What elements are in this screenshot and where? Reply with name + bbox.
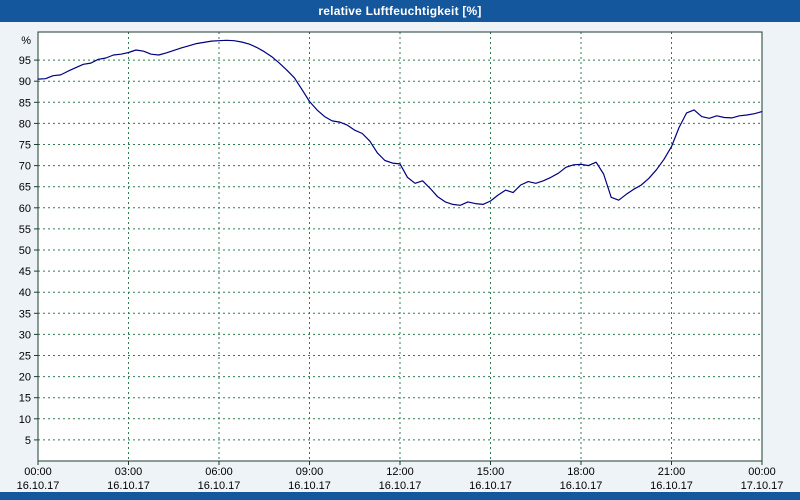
svg-text:18:00: 18:00 [567,466,595,478]
svg-text:16.10.17: 16.10.17 [379,480,422,492]
svg-text:50: 50 [19,245,31,257]
svg-text:40: 40 [19,287,31,299]
svg-text:60: 60 [19,203,31,215]
svg-text:10: 10 [19,414,31,426]
footer-bar [0,492,800,500]
svg-text:20: 20 [19,372,31,384]
svg-text:03:00: 03:00 [115,466,143,478]
svg-text:06:00: 06:00 [205,466,233,478]
svg-text:15:00: 15:00 [477,466,505,478]
title-bar: relative Luftfeuchtigkeit [%] [0,0,800,22]
svg-text:90: 90 [19,76,31,88]
svg-text:21:00: 21:00 [658,466,686,478]
svg-text:80: 80 [19,118,31,130]
svg-text:16.10.17: 16.10.17 [560,480,603,492]
svg-text:00:00: 00:00 [748,466,776,478]
svg-text:85: 85 [19,97,31,109]
svg-text:75: 75 [19,140,31,152]
svg-text:17.10.17: 17.10.17 [741,480,784,492]
svg-text:16.10.17: 16.10.17 [17,480,60,492]
svg-text:55: 55 [19,224,31,236]
humidity-chart: 5 10 15 20 25 30 35 40 45 50 55 60 65 70 75 80 85 90 95% 00… [17,31,784,492]
svg-text:65: 65 [19,182,31,194]
svg-text:12:00: 12:00 [386,466,414,478]
svg-text:95: 95 [19,55,31,67]
svg-text:16.10.17: 16.10.17 [650,480,693,492]
svg-text:70: 70 [19,161,31,173]
svg-text:45: 45 [19,266,31,278]
chart-title: relative Luftfeuchtigkeit [%] [318,4,482,18]
svg-text:25: 25 [19,351,31,363]
svg-text:00:00: 00:00 [24,466,52,478]
svg-text:16.10.17: 16.10.17 [469,480,512,492]
svg-text:16.10.17: 16.10.17 [288,480,331,492]
svg-text:5: 5 [25,435,31,447]
svg-text:09:00: 09:00 [296,466,324,478]
svg-text:30: 30 [19,329,31,341]
svg-text:%: % [21,35,31,47]
svg-text:35: 35 [19,308,31,320]
svg-text:16.10.17: 16.10.17 [107,480,150,492]
chart-area: 5 10 15 20 25 30 35 40 45 50 55 60 65 70 75 80 85 90 95% 00… [0,22,800,492]
svg-text:16.10.17: 16.10.17 [198,480,241,492]
svg-text:15: 15 [19,393,31,405]
